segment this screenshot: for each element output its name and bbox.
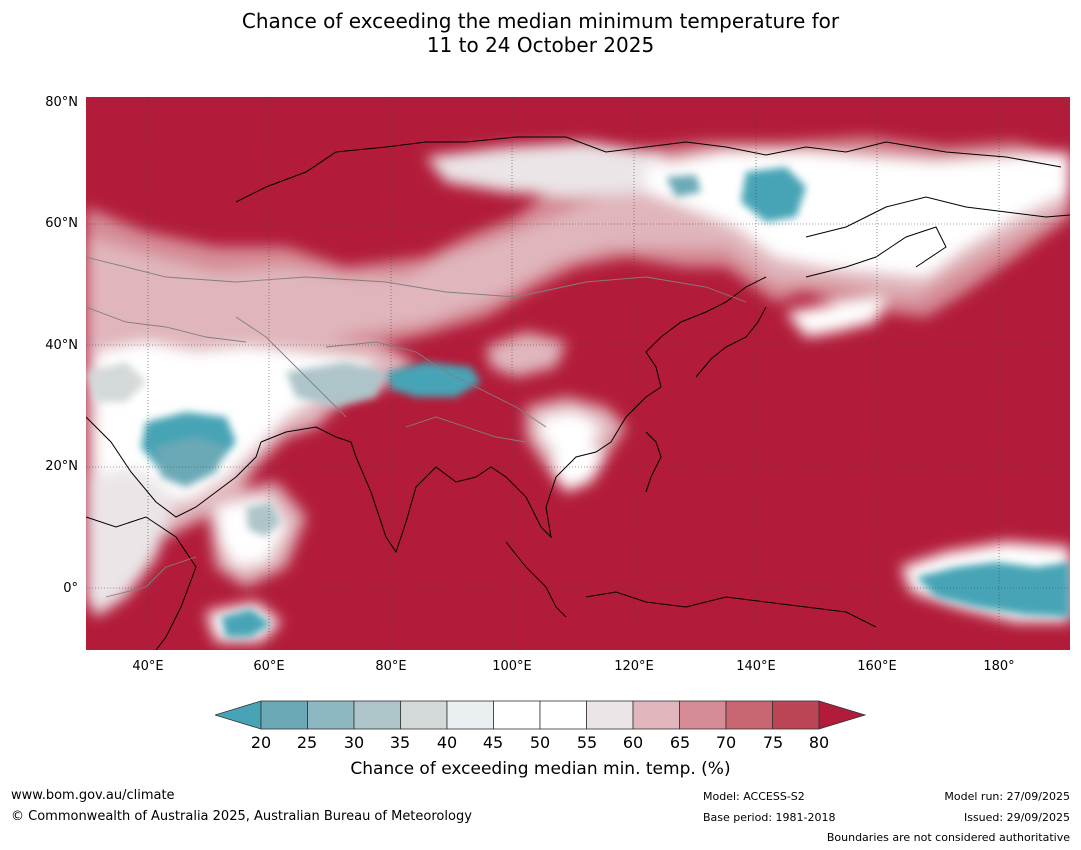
lon-label-160e: 160°E [857, 659, 897, 674]
lon-label-100e: 100°E [492, 659, 532, 674]
colorbar-label: Chance of exceeding median min. temp. (%… [350, 759, 731, 779]
colorbar-segments [215, 700, 867, 730]
lat-label-20n: 20°N [45, 459, 78, 474]
copyright-text: © Commonwealth of Australia 2025, Austra… [11, 809, 472, 824]
colorbar-tick: 75 [762, 733, 784, 752]
lat-label-60n: 60°N [45, 216, 78, 231]
graticule [86, 97, 1070, 650]
colorbar-segment [632, 700, 680, 730]
colorbar-extend-low [215, 700, 262, 730]
model-run-text: Model run: 27/09/2025 [944, 790, 1070, 803]
colorbar-segment [725, 700, 773, 730]
colorbar-segment [679, 700, 727, 730]
colorbar-segment [539, 700, 587, 730]
map-canvas [86, 97, 1070, 650]
colorbar-segment [260, 700, 308, 730]
issued-text: Issued: 29/09/2025 [963, 811, 1070, 824]
colorbar-tick: 70 [715, 733, 737, 752]
colorbar [215, 700, 867, 730]
colorbar-segment [446, 700, 494, 730]
title-line-1: Chance of exceeding the median minimum t… [241, 9, 840, 33]
colorbar-tick: 40 [436, 733, 458, 752]
website-link[interactable]: www.bom.gov.au/climate [11, 788, 175, 803]
colorbar-tick: 30 [343, 733, 365, 752]
title-line-2: 11 to 24 October 2025 [426, 33, 655, 57]
model-text: Model: ACCESS-S2 [703, 790, 805, 803]
colorbar-tick: 20 [250, 733, 272, 752]
colorbar-tick: 60 [622, 733, 644, 752]
below-median-field [86, 167, 1070, 637]
borders [86, 256, 747, 598]
lon-label-40e: 40°E [132, 659, 164, 674]
lat-label-40n: 40°N [45, 338, 78, 353]
colorbar-tick: 80 [808, 733, 830, 752]
lon-label-80e: 80°E [375, 659, 407, 674]
colorbar-tick: 35 [389, 733, 411, 752]
colorbar-tick: 45 [482, 733, 504, 752]
colorbar-tick: 25 [296, 733, 318, 752]
colorbar-segment [400, 700, 448, 730]
colorbar-tick: 55 [576, 733, 598, 752]
colorbar-segment [586, 700, 634, 730]
lat-label-80n: 80°N [45, 95, 78, 110]
colorbar-segment [307, 700, 355, 730]
disclaimer-text: Boundaries are not considered authoritat… [826, 831, 1070, 844]
colorbar-tick: 50 [529, 733, 551, 752]
colorbar-segment [353, 700, 401, 730]
colorbar-extend-high [818, 700, 867, 730]
base-period-text: Base period: 1981-2018 [703, 811, 836, 824]
lat-label-0: 0° [63, 581, 78, 596]
probability-map [86, 97, 1070, 650]
lon-label-60e: 60°E [253, 659, 285, 674]
colorbar-segment [493, 700, 541, 730]
map-title: Chance of exceeding the median minimum t… [0, 9, 1081, 57]
colorbar-segment [772, 700, 820, 730]
coastlines [86, 136, 1070, 650]
lon-label-140e: 140°E [736, 659, 776, 674]
lon-label-120e: 120°E [614, 659, 654, 674]
colorbar-tick: 65 [669, 733, 691, 752]
lon-label-180: 180° [983, 659, 1015, 674]
